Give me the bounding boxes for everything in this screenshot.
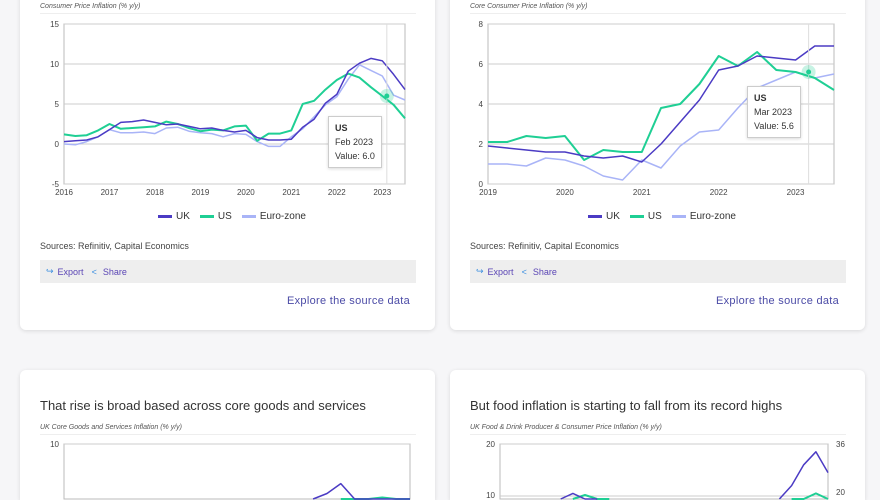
y2-tick-label: 36 xyxy=(836,440,845,449)
share-icon[interactable]: < xyxy=(91,266,97,277)
explore-source-data-link[interactable]: Explore the source data xyxy=(716,295,840,307)
series-line-0 xyxy=(312,482,410,500)
tooltip-series: US xyxy=(335,123,348,133)
y-tick-label: 20 xyxy=(486,440,495,449)
series-line-uk xyxy=(63,57,406,143)
x-tick-label: 2019 xyxy=(192,188,210,197)
chart-tooltip: US Feb 2023 Value: 6.0 xyxy=(328,116,382,168)
highlight-point xyxy=(806,69,812,75)
chart-subtitle: UK Food & Drink Producer & Consumer Pric… xyxy=(470,424,846,435)
y-tick-label: -5 xyxy=(52,180,60,189)
x-tick-label: 2020 xyxy=(237,188,255,197)
y-tick-label: 15 xyxy=(50,20,59,29)
highlight-point xyxy=(384,93,390,99)
share-icon[interactable]: < xyxy=(521,266,527,277)
export-button[interactable]: Export xyxy=(57,266,84,277)
legend-item-uk[interactable]: UK xyxy=(158,211,190,222)
chart-subtitle: Core Consumer Price Inflation (% y/y) xyxy=(470,3,846,14)
y-tick-label: 6 xyxy=(479,60,484,69)
export-icon[interactable]: ↪ xyxy=(476,266,484,276)
series-line-euro-zone xyxy=(63,64,406,148)
legend-item-euro-zone[interactable]: Euro-zone xyxy=(671,211,736,222)
y-tick-label: 4 xyxy=(479,100,484,109)
share-button[interactable]: Share xyxy=(102,266,127,277)
y-tick-label: 2 xyxy=(479,140,484,149)
y-tick-label: 10 xyxy=(50,60,59,69)
x-tick-label: 2019 xyxy=(479,188,497,197)
card-title: But food inflation is starting to fall f… xyxy=(470,398,783,413)
y-tick-label: 0 xyxy=(479,180,484,189)
action-bar: ↪ Export < Share xyxy=(40,260,416,283)
x-tick-label: 2020 xyxy=(556,188,574,197)
x-tick-label: 2016 xyxy=(55,188,73,197)
legend-swatch xyxy=(158,215,172,218)
explore-source-data-link[interactable]: Explore the source data xyxy=(287,295,411,307)
x-tick-label: 2022 xyxy=(710,188,728,197)
x-tick-label: 2021 xyxy=(633,188,651,197)
series-line-us xyxy=(63,72,406,142)
y-tick-label: 10 xyxy=(50,440,59,449)
card-title: That rise is broad based across core goo… xyxy=(40,398,366,413)
sources-text: Sources: Refinitiv, Capital Economics xyxy=(40,241,189,251)
x-tick-label: 2023 xyxy=(787,188,805,197)
x-tick-label: 2018 xyxy=(146,188,164,197)
x-tick-label: 2023 xyxy=(373,188,391,197)
y-tick-label: 5 xyxy=(55,100,60,109)
x-tick-label: 2021 xyxy=(282,188,300,197)
chart-legend: UK US Euro-zone xyxy=(158,211,306,222)
y2-tick-label: 20 xyxy=(836,488,845,497)
chart-subtitle: UK Core Goods and Services Inflation (% … xyxy=(40,424,416,435)
legend-swatch xyxy=(629,215,644,218)
x-tick-label: 2017 xyxy=(101,188,119,197)
chart-legend: UK US Euro-zone xyxy=(588,211,736,222)
export-button[interactable]: Export xyxy=(487,266,514,277)
legend-item-us[interactable]: US xyxy=(199,211,232,222)
chart-subtitle: Consumer Price Inflation (% y/y) xyxy=(40,3,416,14)
legend-item-us[interactable]: US xyxy=(629,211,662,222)
legend-swatch xyxy=(241,215,256,218)
share-button[interactable]: Share xyxy=(532,266,557,277)
series-line-0 xyxy=(560,451,829,500)
chart-card-core-goods-services xyxy=(20,370,435,500)
export-icon[interactable]: ↪ xyxy=(46,266,54,276)
legend-item-euro-zone[interactable]: Euro-zone xyxy=(241,211,306,222)
y-tick-label: 8 xyxy=(479,20,484,29)
y-tick-label: 0 xyxy=(55,140,60,149)
series-line-uk xyxy=(487,45,834,163)
plot-frame xyxy=(499,443,829,500)
sources-text: Sources: Refinitiv, Capital Economics xyxy=(470,241,619,251)
tooltip-value: Value: 6.0 xyxy=(335,151,375,161)
series-line-us xyxy=(488,51,835,161)
chart-tooltip: US Mar 2023 Value: 5.6 xyxy=(747,86,801,138)
y-tick-label: 10 xyxy=(486,491,495,500)
legend-swatch xyxy=(199,215,214,218)
legend-item-uk[interactable]: UK xyxy=(588,211,620,222)
legend-swatch xyxy=(671,215,686,218)
tooltip-series: US xyxy=(754,93,767,103)
tooltip-date: Feb 2023 xyxy=(335,137,374,147)
tooltip-date: Mar 2023 xyxy=(754,107,793,117)
action-bar: ↪ Export < Share xyxy=(470,260,846,283)
tooltip-value: Value: 5.6 xyxy=(754,121,794,131)
legend-swatch xyxy=(588,215,602,218)
series-line-euro-zone xyxy=(488,71,835,181)
x-tick-label: 2022 xyxy=(328,188,346,197)
